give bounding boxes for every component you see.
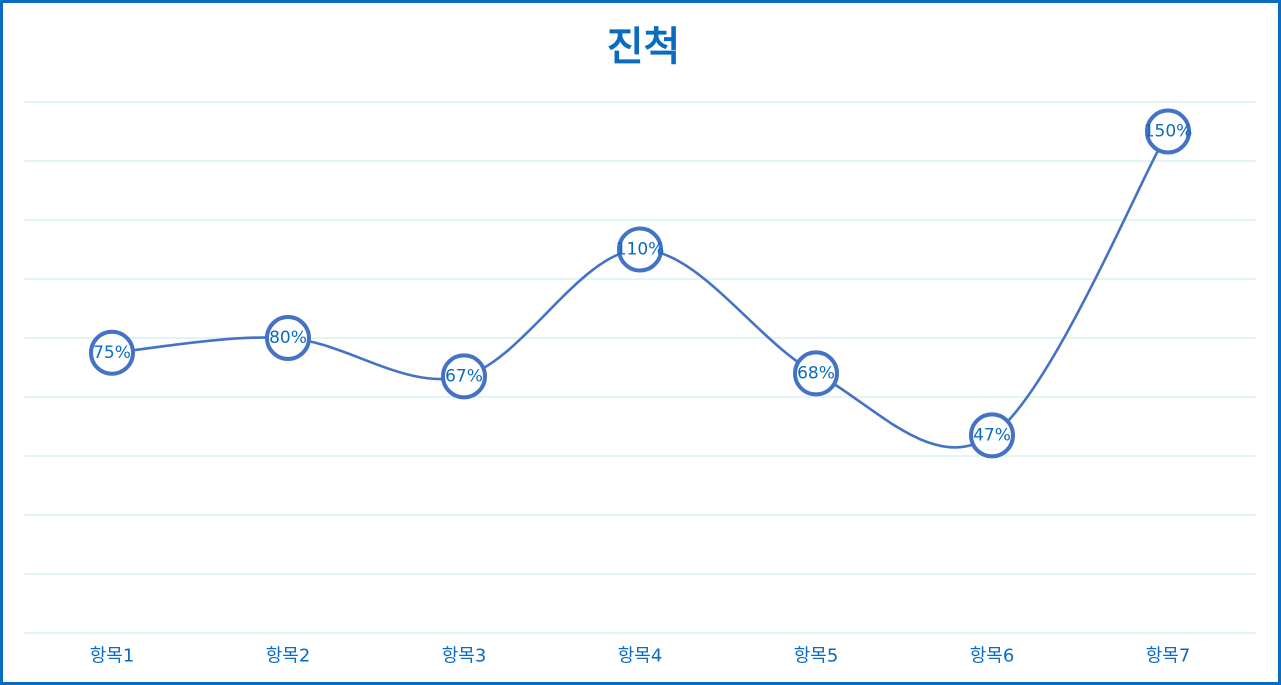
data-point-marker xyxy=(969,412,1015,459)
gridlines xyxy=(24,101,1256,634)
data-label: 150% xyxy=(1144,122,1193,142)
markers xyxy=(89,108,1191,459)
x-tick-label: 항목2 xyxy=(266,646,311,667)
data-point-marker xyxy=(89,329,135,376)
series-line xyxy=(111,130,1170,449)
x-tick-label: 항목6 xyxy=(970,646,1015,667)
data-label: 47% xyxy=(973,425,1011,445)
x-tick-label: 항목1 xyxy=(90,646,135,667)
data-label: 110% xyxy=(616,240,665,260)
data-label: 68% xyxy=(797,363,835,383)
data-point-marker xyxy=(1145,108,1191,155)
x-tick-label: 항목3 xyxy=(442,646,487,667)
chart-title: 진척 xyxy=(606,24,681,70)
data-point-marker xyxy=(617,226,663,273)
data-point-marker xyxy=(793,350,839,397)
data-point-marker xyxy=(265,315,311,361)
data-point-marker xyxy=(441,353,487,400)
data-label: 75% xyxy=(93,343,131,363)
x-tick-label: 항목4 xyxy=(618,646,663,667)
x-tick-label: 항목7 xyxy=(1146,646,1191,667)
data-label: 80% xyxy=(269,328,307,348)
x-axis-tick-labels: 항목1 항목2 항목3 항목4 항목5 항목6 항목7 xyxy=(90,646,1191,667)
data-label: 67% xyxy=(445,366,483,386)
data-labels: 75% 80% 67% 110% 68% 47% 150% xyxy=(93,122,1192,446)
x-tick-label: 항목5 xyxy=(794,646,839,667)
